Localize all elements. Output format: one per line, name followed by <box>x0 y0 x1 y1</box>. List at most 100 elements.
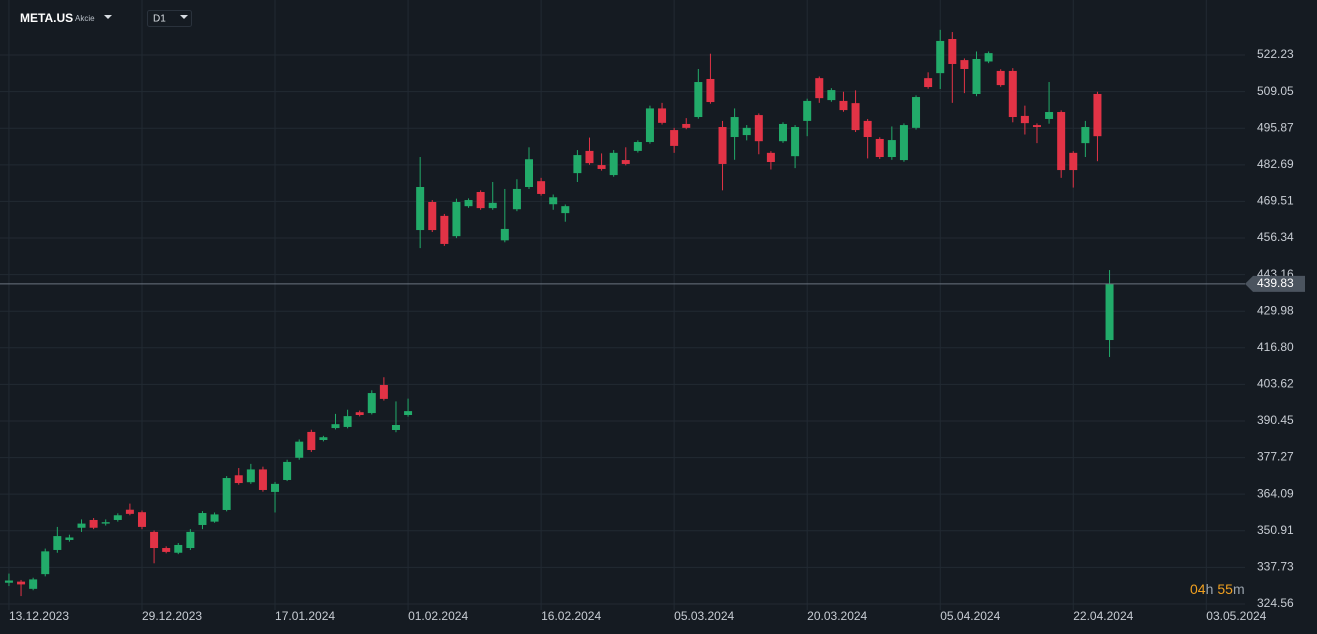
candle-body <box>89 519 98 528</box>
timer-minutes: 55 <box>1217 581 1233 597</box>
symbol[interactable]: META.US <box>20 11 73 25</box>
candle-body <box>633 142 642 151</box>
candle-body <box>912 97 921 128</box>
candle-body <box>500 228 509 241</box>
candle-body <box>573 155 582 174</box>
candle-body <box>198 513 207 525</box>
x-tick-label: 22.04.2024 <box>1073 609 1133 623</box>
symbol-dropdown[interactable] <box>104 15 112 19</box>
candle-body <box>210 514 219 522</box>
candle-body <box>246 469 255 483</box>
candle-body <box>585 150 594 164</box>
timeframe[interactable]: D1 <box>153 14 166 25</box>
candle-body <box>391 424 400 430</box>
candle-body <box>609 152 618 176</box>
candle-body <box>1093 93 1102 137</box>
candle-body <box>283 461 292 480</box>
candle-body <box>1045 112 1054 119</box>
x-tick-label: 05.04.2024 <box>940 609 1000 623</box>
candle-body <box>331 424 340 429</box>
candle-body <box>101 522 110 524</box>
candle-body <box>258 469 267 490</box>
candle-body <box>174 544 183 553</box>
y-tick-label: 324.56 <box>1257 596 1294 610</box>
candle-body <box>960 60 969 69</box>
x-tick-label: 13.12.2023 <box>9 609 69 623</box>
candle-body <box>452 202 461 237</box>
last-price-tag <box>1245 275 1305 292</box>
candle-body <box>125 509 134 514</box>
candle-body <box>4 580 13 583</box>
candle-body <box>924 78 933 88</box>
candle-body <box>851 103 860 131</box>
candle-body <box>222 478 231 510</box>
candle-body <box>464 200 473 207</box>
candle-body <box>17 581 26 585</box>
candle-body <box>972 58 981 94</box>
candle-body <box>113 515 122 520</box>
candle-body <box>899 125 908 161</box>
x-tick-label: 29.12.2023 <box>142 609 202 623</box>
candle-body <box>440 215 449 244</box>
candle-body <box>319 437 328 440</box>
candle-body <box>488 202 497 209</box>
candle-body <box>428 202 437 231</box>
y-tick-label: 364.09 <box>1257 486 1294 500</box>
candle-body <box>416 187 425 231</box>
labels: 324.56 337.73 350.91 364.09 377.27 390.45 403.… <box>0 47 1305 623</box>
candle-body <box>670 130 679 146</box>
y-tick-label: 509.05 <box>1257 84 1294 98</box>
timer: 04h 55m <box>1190 581 1245 597</box>
timeframe-dropdown[interactable] <box>180 15 188 19</box>
candle-body <box>186 531 195 549</box>
candle-body <box>137 512 146 527</box>
candle-body <box>234 475 243 484</box>
candle-body <box>742 127 751 136</box>
candle-body <box>150 531 159 549</box>
candle-body <box>29 579 38 589</box>
candle-body <box>597 165 606 169</box>
candle-body <box>887 140 896 158</box>
candle-body <box>658 108 667 123</box>
candle-body <box>355 412 364 416</box>
candle-body <box>754 115 763 142</box>
x-tick-label: 16.02.2024 <box>541 609 601 623</box>
candle-body <box>1105 283 1114 341</box>
candle-body <box>162 548 171 552</box>
timer-minutes-unit: m <box>1233 581 1245 597</box>
candle-body <box>718 127 727 164</box>
candle-body <box>307 431 316 450</box>
candle-body <box>561 206 570 214</box>
candle-body <box>271 483 280 492</box>
y-tick-label: 377.27 <box>1257 450 1294 464</box>
candle-body <box>1081 127 1090 144</box>
candle-body <box>549 197 558 205</box>
y-tick-label: 469.51 <box>1257 194 1294 208</box>
y-tick-label: 482.69 <box>1257 157 1294 171</box>
candle-body <box>367 393 376 414</box>
candle-body <box>1008 70 1017 118</box>
candle-body <box>827 90 836 101</box>
x-tick-label: 20.03.2024 <box>807 609 867 623</box>
candle-body <box>766 152 775 163</box>
candle-body <box>839 100 848 111</box>
timeframe-box[interactable] <box>147 10 192 27</box>
candles <box>4 29 1114 597</box>
candle-body <box>77 523 86 528</box>
candle-body <box>343 416 352 427</box>
candle-body <box>815 78 824 99</box>
candle-body <box>984 53 993 62</box>
y-tick-label: 350.91 <box>1257 523 1294 537</box>
y-tick-label: 416.80 <box>1257 340 1294 354</box>
candle-body <box>379 385 388 399</box>
y-tick-label: 390.45 <box>1257 413 1294 427</box>
candle-body <box>621 160 630 164</box>
candle-body <box>53 536 62 550</box>
candle-body <box>730 117 739 138</box>
y-tick-label: 337.73 <box>1257 560 1294 574</box>
y-tick-label: 403.62 <box>1257 377 1294 391</box>
candle-body <box>525 159 534 188</box>
